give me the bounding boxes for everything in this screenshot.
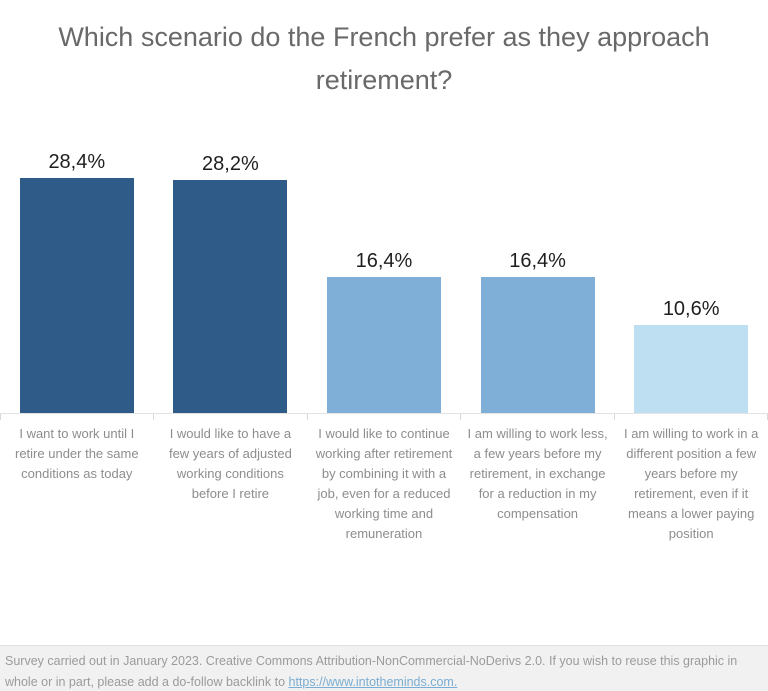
bar-column: 16,4% bbox=[461, 146, 615, 413]
bar-value-label: 28,4% bbox=[48, 151, 106, 173]
axis-tick bbox=[613, 414, 768, 420]
bar-column: 28,2% bbox=[154, 146, 308, 413]
bar-column: 16,4% bbox=[307, 146, 461, 413]
axis-tick bbox=[153, 414, 306, 420]
bar[interactable] bbox=[326, 277, 441, 413]
plot-area: 28,4% 28,2% 16,4% 16,4% 10,6% bbox=[0, 146, 768, 414]
bar-value-label: 16,4% bbox=[355, 250, 413, 272]
bar-value-label: 28,2% bbox=[202, 153, 259, 175]
category-label: I would like to continue working after r… bbox=[315, 426, 453, 541]
bar[interactable] bbox=[480, 277, 595, 413]
axis-tick-row bbox=[0, 414, 768, 420]
chart-title: Which scenario do the French prefer as t… bbox=[58, 22, 710, 95]
category-label: I want to work until I retire under the … bbox=[15, 426, 139, 481]
footer-link[interactable]: https://www.intotheminds.com. bbox=[288, 675, 458, 689]
category-label: I would like to have a few years of adju… bbox=[168, 426, 292, 501]
footer: Survey carried out in January 2023. Crea… bbox=[0, 645, 768, 691]
category-label: I am willing to work in a different posi… bbox=[623, 426, 759, 541]
bar[interactable] bbox=[634, 325, 749, 413]
bar[interactable] bbox=[19, 178, 134, 413]
footer-text: Survey carried out in January 2023. Crea… bbox=[5, 654, 738, 689]
bar-value-label: 10,6% bbox=[662, 298, 720, 320]
bar[interactable] bbox=[173, 180, 288, 413]
bar-column: 28,4% bbox=[0, 146, 154, 413]
bar-column: 10,6% bbox=[614, 146, 768, 413]
axis-tick bbox=[306, 414, 460, 420]
bar-value-label: 16,4% bbox=[509, 250, 566, 272]
category-labels: I want to work until I retire under the … bbox=[0, 424, 768, 544]
axis-tick bbox=[460, 414, 613, 420]
category-label: I am willing to work less, a few years b… bbox=[467, 426, 608, 521]
axis-tick bbox=[0, 414, 153, 420]
